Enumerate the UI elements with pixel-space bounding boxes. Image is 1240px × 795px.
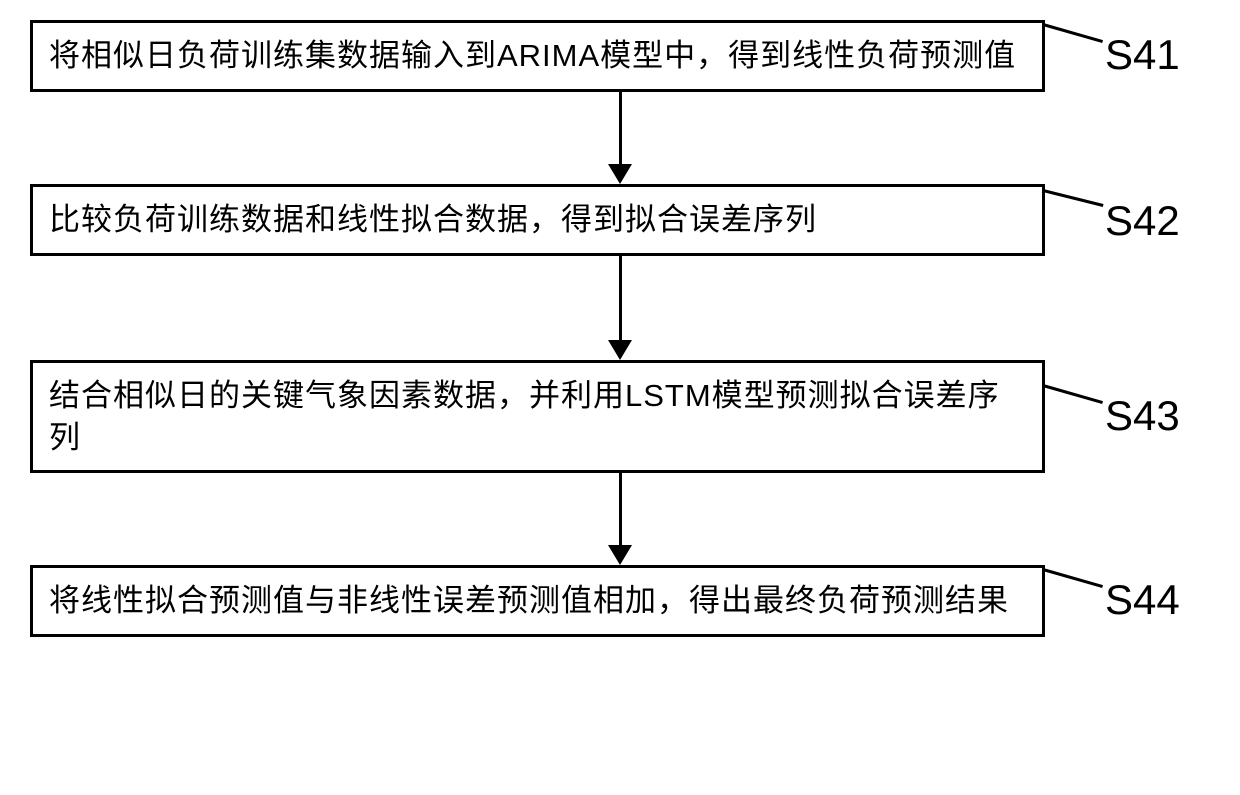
arrow-line xyxy=(619,473,622,545)
step-row-s43: 结合相似日的关键气象因素数据，并利用LSTM模型预测拟合误差序列 S43 xyxy=(30,360,1210,474)
arrow-line xyxy=(619,92,622,164)
step-box-s41: 将相似日负荷训练集数据输入到ARIMA模型中，得到线性负荷预测值 xyxy=(30,20,1045,92)
step-row-s44: 将线性拟合预测值与非线性误差预测值相加，得出最终负荷预测结果 S44 xyxy=(30,565,1210,637)
arrow-s42-s43 xyxy=(113,256,1128,360)
arrow-head xyxy=(608,545,632,565)
arrow-s43-s44 xyxy=(113,473,1128,565)
label-connector-s44 xyxy=(1043,568,1103,588)
step-row-s41: 将相似日负荷训练集数据输入到ARIMA模型中，得到线性负荷预测值 S41 xyxy=(30,20,1210,92)
label-connector-s43 xyxy=(1043,384,1103,404)
step-label-s41: S41 xyxy=(1105,31,1210,79)
step-box-s43: 结合相似日的关键气象因素数据，并利用LSTM模型预测拟合误差序列 xyxy=(30,360,1045,474)
arrow-head xyxy=(608,164,632,184)
step-row-s42: 比较负荷训练数据和线性拟合数据，得到拟合误差序列 S42 xyxy=(30,184,1210,256)
label-connector-s42 xyxy=(1043,189,1104,207)
step-label-s42: S42 xyxy=(1105,197,1210,245)
step-text-s43: 结合相似日的关键气象因素数据，并利用LSTM模型预测拟合误差序列 xyxy=(49,378,1000,455)
arrow-s41-s42 xyxy=(113,92,1128,184)
step-text-s42: 比较负荷训练数据和线性拟合数据，得到拟合误差序列 xyxy=(49,202,817,237)
step-label-s44: S44 xyxy=(1105,576,1210,624)
step-text-s41: 将相似日负荷训练集数据输入到ARIMA模型中，得到线性负荷预测值 xyxy=(49,38,1016,73)
step-box-s42: 比较负荷训练数据和线性拟合数据，得到拟合误差序列 xyxy=(30,184,1045,256)
step-text-s44: 将线性拟合预测值与非线性误差预测值相加，得出最终负荷预测结果 xyxy=(49,583,1009,618)
arrow-line xyxy=(619,256,622,340)
flowchart-container: 将相似日负荷训练集数据输入到ARIMA模型中，得到线性负荷预测值 S41 比较负… xyxy=(30,20,1210,637)
label-connector-s41 xyxy=(1043,23,1103,43)
arrow-head xyxy=(608,340,632,360)
step-label-s43: S43 xyxy=(1105,392,1210,440)
step-box-s44: 将线性拟合预测值与非线性误差预测值相加，得出最终负荷预测结果 xyxy=(30,565,1045,637)
